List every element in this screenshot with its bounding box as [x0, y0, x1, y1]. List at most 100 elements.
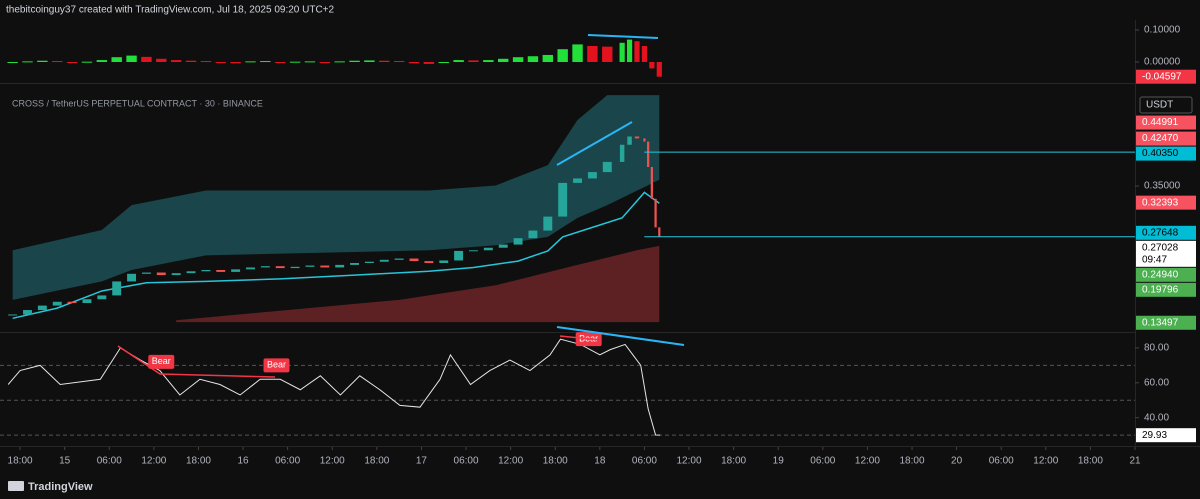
x-tick-label: 06:00 [97, 456, 122, 467]
candle-body [558, 182, 568, 217]
histogram-bar [379, 60, 390, 62]
annotation-box [263, 358, 290, 373]
candle-body [335, 264, 345, 268]
annotation-label: Bear [267, 360, 286, 370]
candle-body [97, 295, 107, 300]
footer-brand: TradingView [28, 481, 93, 493]
histogram-bar [634, 41, 640, 62]
histogram-bar [572, 44, 583, 62]
candle-body [439, 260, 449, 263]
candle-body [201, 269, 211, 272]
histogram-bar [289, 61, 301, 63]
histogram-bar [626, 39, 633, 62]
candle-body [454, 250, 464, 261]
divergence-line [559, 335, 601, 341]
candle-body [469, 250, 478, 252]
price-tag-label: 0.24940 [1142, 269, 1179, 280]
histogram-bar [393, 61, 405, 63]
x-tick-label: 12:00 [320, 456, 345, 467]
x-tick-label: 20 [951, 456, 963, 467]
candle-body [141, 272, 151, 274]
x-tick-label: 12:00 [141, 456, 166, 467]
plot-layer: 0.10000 0.00000 -0.04597 0.35000 0.44991 0.42… [0, 25, 1196, 467]
annotation-label: Bear [152, 356, 171, 366]
histogram-bar [52, 61, 63, 63]
histogram-bar [498, 58, 509, 62]
x-tick-label: 18:00 [899, 456, 924, 467]
x-tick-label: 12:00 [677, 456, 702, 467]
histogram-bar [96, 60, 108, 62]
histogram-bar [527, 56, 539, 62]
x-tick-label: 06:00 [454, 456, 479, 467]
candle-body [483, 247, 493, 251]
symbol-title: CROSS / TetherUS PERPETUAL CONTRACT · 30… [12, 98, 263, 108]
price-tag-label: 0.27648 [1142, 227, 1179, 238]
histogram-bar [512, 57, 524, 62]
price-tag-label: 0.19796 [1142, 284, 1179, 295]
candle-body [67, 301, 77, 304]
price-tag [1136, 131, 1196, 146]
histogram-bar [170, 60, 182, 62]
histogram-bar [37, 60, 48, 62]
x-tick-label: 06:00 [989, 456, 1014, 467]
histogram-bar [349, 60, 360, 62]
candle-body [573, 178, 582, 183]
candle-body [379, 259, 389, 262]
histogram-bar [364, 60, 375, 62]
price-tag-label: 0.27028 [1142, 242, 1179, 253]
candle-body [112, 281, 122, 296]
histogram-bar [468, 60, 479, 62]
candle-body [634, 136, 640, 139]
candle-body [528, 230, 538, 239]
price-tag [1136, 115, 1196, 130]
candle-body [127, 273, 137, 282]
x-tick-label: 19 [773, 456, 785, 467]
price-tag-label: 0.44991 [1142, 117, 1179, 128]
price-tag-label: 0.42470 [1142, 133, 1179, 144]
x-tick-label: 18:00 [721, 456, 746, 467]
histogram-bar [200, 61, 212, 63]
candle-body [498, 244, 508, 248]
histogram-bar [7, 62, 18, 63]
histogram-bar [275, 62, 286, 63]
price-tag [1136, 428, 1196, 443]
y-tick-label: 0.35000 [1144, 181, 1181, 192]
candle-body [650, 167, 653, 199]
candle-body [186, 271, 196, 274]
histogram-bar [408, 62, 420, 64]
candle-body [424, 261, 434, 263]
annotation-box [148, 354, 175, 369]
candle-body [82, 299, 92, 304]
x-tick-label: 18:00 [543, 456, 568, 467]
divergence-line [117, 345, 276, 378]
trend-line [556, 121, 633, 166]
x-tick-label: 06:00 [275, 456, 300, 467]
histogram-bar [22, 61, 33, 63]
histogram-bar [641, 46, 648, 62]
unit-label: USDT [1146, 100, 1173, 111]
y-tick-label: 0.10000 [1144, 25, 1181, 36]
x-tick-label: 12:00 [1033, 456, 1058, 467]
candle-body [156, 272, 166, 276]
candle-body [627, 136, 632, 145]
candle-body [231, 269, 241, 272]
header-text: thebitcoinguy37 created with TradingView… [6, 5, 335, 16]
price-tag-label: -0.04597 [1142, 71, 1182, 82]
candle-body [320, 265, 330, 268]
candle-body [513, 238, 523, 245]
trend-line [587, 34, 659, 39]
candle-body [260, 266, 270, 268]
x-tick-label: 18:00 [364, 456, 389, 467]
histogram-bar [260, 61, 271, 63]
price-tag [1136, 69, 1196, 84]
price-tag-label: 0.13497 [1142, 317, 1179, 328]
histogram-bar [649, 62, 655, 69]
histogram-bar [230, 62, 241, 64]
candle-body [275, 266, 285, 269]
candle-body [350, 262, 360, 265]
x-tick-label: 18:00 [8, 456, 33, 467]
candle-body [409, 258, 419, 262]
candle-body [619, 144, 625, 162]
candle-body [23, 310, 32, 315]
